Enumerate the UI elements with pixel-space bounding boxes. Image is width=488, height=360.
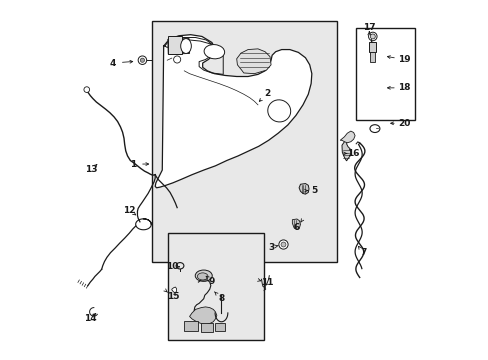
Bar — [152, 21, 336, 261]
Circle shape — [369, 34, 374, 39]
Polygon shape — [299, 184, 308, 194]
Text: 16: 16 — [346, 149, 359, 158]
Bar — [201, 323, 212, 332]
Circle shape — [281, 242, 285, 247]
Bar — [368, 42, 376, 53]
Text: 9: 9 — [208, 276, 215, 285]
Text: 13: 13 — [85, 165, 98, 174]
Text: 3: 3 — [267, 243, 274, 252]
Polygon shape — [292, 219, 300, 230]
Circle shape — [138, 56, 146, 64]
Polygon shape — [236, 49, 270, 74]
Text: 17: 17 — [362, 23, 375, 32]
Polygon shape — [189, 307, 216, 325]
Text: 2: 2 — [264, 89, 270, 98]
Text: 6: 6 — [293, 223, 300, 232]
Polygon shape — [155, 35, 311, 188]
Ellipse shape — [181, 39, 191, 54]
Bar — [215, 323, 225, 330]
Circle shape — [140, 58, 144, 62]
Circle shape — [278, 240, 287, 249]
Text: 7: 7 — [359, 248, 366, 257]
Bar — [167, 39, 189, 54]
Text: 20: 20 — [397, 119, 409, 128]
Circle shape — [368, 32, 376, 41]
Polygon shape — [340, 131, 354, 143]
Ellipse shape — [169, 41, 186, 52]
Bar — [168, 233, 264, 339]
Ellipse shape — [195, 270, 212, 282]
Text: 8: 8 — [218, 294, 224, 303]
Ellipse shape — [267, 100, 290, 122]
Text: 15: 15 — [166, 292, 179, 301]
Text: 11: 11 — [261, 278, 273, 287]
Text: 10: 10 — [165, 262, 178, 271]
Ellipse shape — [203, 45, 224, 59]
Text: 18: 18 — [397, 84, 409, 93]
Polygon shape — [341, 136, 350, 161]
Bar — [355, 28, 414, 120]
Bar — [168, 36, 182, 54]
Text: 4: 4 — [109, 59, 116, 68]
Bar — [369, 52, 374, 62]
Text: 12: 12 — [123, 206, 135, 215]
Text: 5: 5 — [311, 186, 317, 195]
Bar — [184, 321, 198, 330]
Text: 1: 1 — [129, 159, 136, 168]
Circle shape — [84, 87, 89, 93]
Ellipse shape — [197, 273, 207, 280]
Text: 14: 14 — [84, 314, 97, 323]
Text: 19: 19 — [397, 55, 409, 64]
Polygon shape — [171, 287, 176, 293]
